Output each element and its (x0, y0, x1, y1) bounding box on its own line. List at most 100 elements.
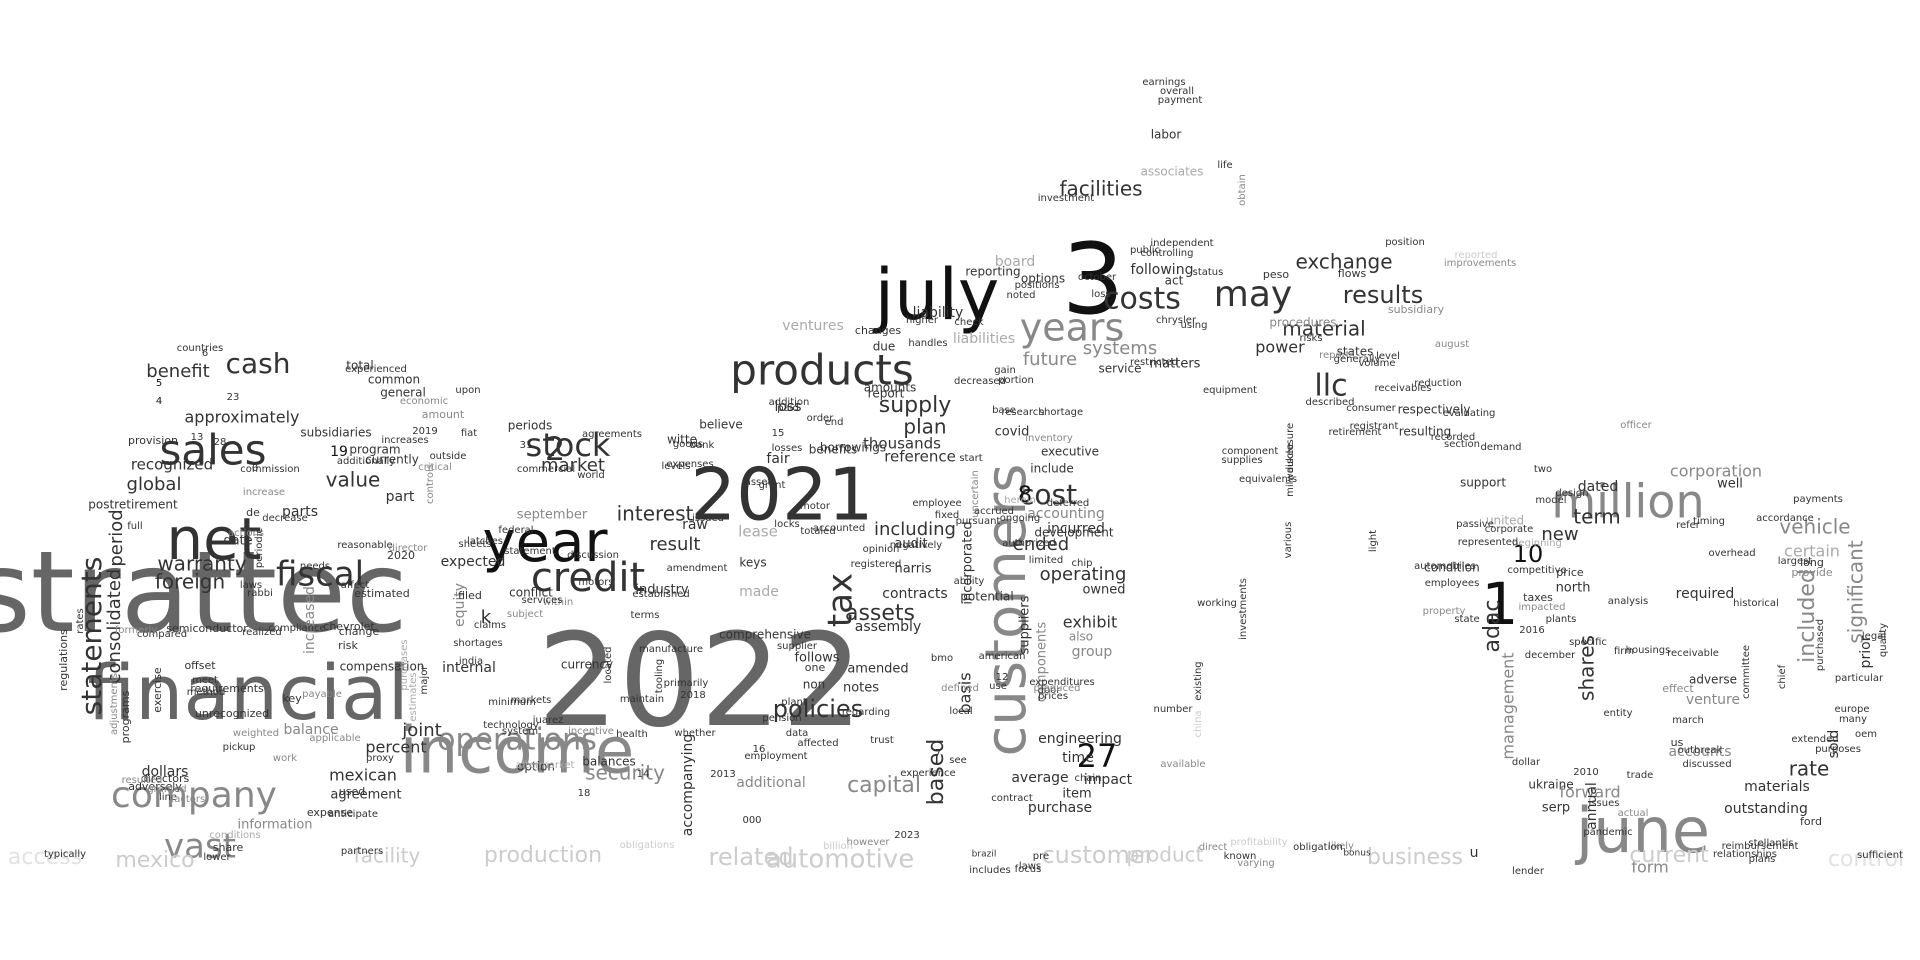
word-agreements: agreements (582, 429, 642, 440)
word-august: august (1435, 339, 1469, 350)
word-handles: handles (908, 338, 947, 349)
word-6: 6 (202, 348, 208, 359)
word-current: current (1629, 843, 1709, 868)
word-expenses: expenses (666, 459, 713, 470)
word-likely: likely (1328, 841, 1354, 852)
word-procedures: procedures (1269, 316, 1336, 330)
word-exercise: exercise (151, 667, 164, 713)
word-countries: countries (177, 343, 223, 354)
word-issued: issued (692, 513, 724, 524)
word-refer: refer (1676, 520, 1701, 531)
word-compensation: compensation (340, 660, 425, 674)
word-accompanying: accompanying (680, 734, 696, 836)
word-product: product (1127, 843, 1204, 867)
word-addition: addition (769, 397, 810, 408)
word-partners: partners (341, 846, 383, 857)
word-proxy: proxy (366, 753, 394, 764)
word-sufficient: sufficient (1857, 850, 1903, 861)
word-model: model (1535, 495, 1566, 506)
word-represented: represented (1458, 537, 1519, 548)
word-primarily: primarily (664, 678, 709, 689)
word-key: key (282, 692, 302, 705)
word-latches: latches (467, 536, 503, 547)
word-grant: grant (759, 480, 786, 491)
word-compliance: compliance (268, 623, 325, 634)
word-weighted: weighted (233, 728, 279, 739)
word-1: 1 (1482, 570, 1519, 638)
word-ended: ended (1013, 534, 1069, 555)
word-juarez: juarez (532, 715, 564, 726)
word-fixed: fixed (935, 510, 959, 521)
word-within: within (543, 597, 573, 608)
word-one: one (805, 661, 826, 674)
word-approximately: approximately (185, 408, 300, 427)
word-state: state (1454, 614, 1479, 625)
word-base: base (992, 405, 1016, 416)
word-prior: prior (1858, 635, 1874, 668)
word-act: act (1165, 274, 1184, 288)
word-access: access (8, 845, 82, 870)
word-check: check (954, 317, 983, 328)
word-formerly: formerly (115, 625, 157, 636)
word-based: based (924, 739, 949, 805)
word-commercial: commercial (517, 464, 575, 475)
word-conflict: conflict (509, 586, 553, 600)
word-working: working (1197, 598, 1237, 609)
word-annual: annual (1584, 782, 1600, 830)
word-covid: covid (995, 425, 1030, 440)
word-described: described (1306, 397, 1355, 408)
word-lower: lower (203, 852, 231, 863)
word-2023: 2023 (894, 830, 919, 841)
word-overall: overall (1160, 86, 1194, 97)
word-joint: joint (401, 720, 441, 741)
word-borrowings: borrowings (820, 441, 886, 455)
word-billion: billion (823, 841, 853, 852)
word-states: states (1337, 345, 1374, 359)
word-business: business (1367, 845, 1463, 870)
word-purchase: purchase (1028, 800, 1092, 816)
word-pickup: pickup (223, 742, 256, 753)
word-venture: venture (1686, 692, 1740, 708)
word-rabbi: rabbi (247, 588, 273, 599)
word-operations: operations (437, 723, 597, 758)
word-27: 27 (1077, 737, 1118, 775)
word-manufacture: manufacture (639, 644, 703, 655)
word-timing: timing (1693, 516, 1725, 527)
word-impact: impact (1084, 772, 1133, 788)
word-local: local (949, 706, 972, 717)
word-direct: direct (1199, 842, 1228, 853)
word-employment: employment (744, 751, 807, 762)
word-plan: plan (903, 415, 946, 439)
word-claims: claims (474, 620, 506, 631)
word-limited: limited (1029, 555, 1064, 566)
word-component: component (1222, 446, 1279, 457)
word-major: major (419, 665, 430, 695)
word-term: term (1573, 505, 1621, 529)
word-taxes: taxes (1523, 591, 1553, 604)
word-statements: statements (75, 557, 108, 716)
word-internal: internal (442, 660, 496, 676)
word-receivables: receivables (1374, 383, 1431, 394)
word-stock: stock (526, 426, 611, 464)
word-may: may (1214, 274, 1292, 315)
word-anticipate: anticipate (328, 809, 378, 820)
word-report: report (868, 387, 905, 401)
word-competitive: competitive (1507, 565, 1566, 576)
word-audit: audit (894, 537, 927, 552)
word-average: average (1011, 770, 1068, 786)
word-peso: peso (1263, 268, 1289, 281)
word-including: including (874, 519, 956, 540)
word-risk: risk (338, 639, 358, 652)
word-000: 000 (742, 815, 761, 826)
word-plans: plans (1749, 854, 1776, 865)
word-india: india (459, 656, 483, 667)
word-obligations: obligations (620, 840, 675, 851)
word-officer: officer (1620, 420, 1652, 431)
word-2016: 2016 (1519, 625, 1544, 636)
word-receivable: receivable (1667, 648, 1719, 659)
word-federal: federal (498, 525, 533, 536)
word-currently: currently (365, 453, 419, 467)
word-american: american (979, 651, 1026, 662)
word-bank: bank (690, 440, 715, 451)
word-terms: terms (631, 610, 660, 621)
